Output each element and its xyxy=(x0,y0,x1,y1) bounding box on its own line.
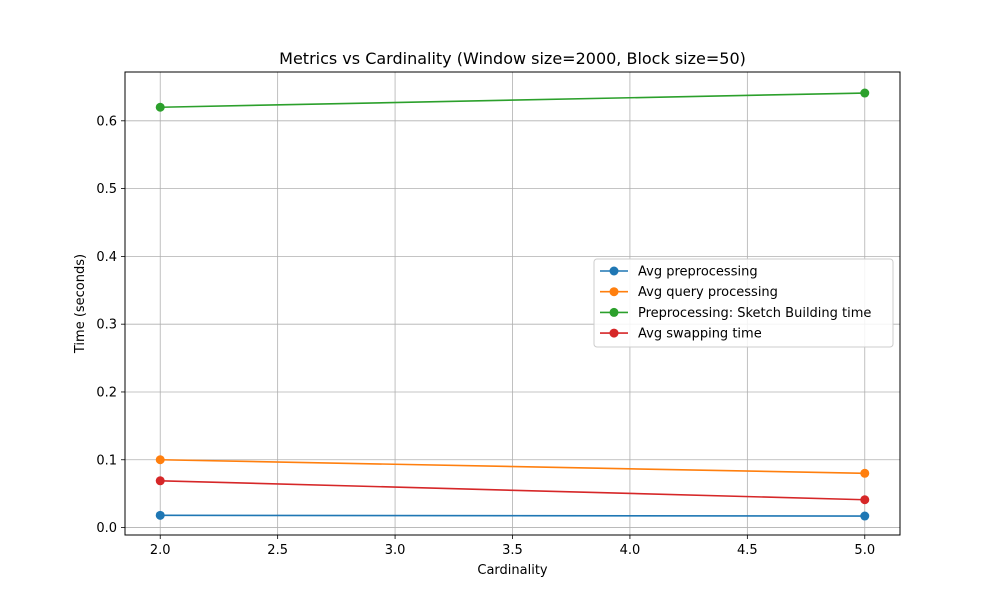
y-tick-label: 0.5 xyxy=(96,182,117,197)
chart-title: Metrics vs Cardinality (Window size=2000… xyxy=(279,49,746,68)
legend-label: Avg preprocessing xyxy=(638,265,758,280)
series-line xyxy=(160,458,865,475)
x-axis-label: Cardinality xyxy=(477,563,548,578)
y-tick-label: 0.3 xyxy=(96,318,117,333)
data-point xyxy=(155,102,165,112)
legend-label: Avg query processing xyxy=(638,285,778,300)
series-layer xyxy=(155,88,870,521)
data-point xyxy=(155,510,165,520)
legend-marker xyxy=(609,328,619,338)
legend: Avg preprocessing Avg query processing Pre… xyxy=(593,258,894,348)
y-tick-label: 0.6 xyxy=(96,114,117,129)
legend-label: Preprocessing: Sketch Building time xyxy=(638,306,871,321)
legend-marker xyxy=(609,287,619,297)
y-axis-label: Time (seconds) xyxy=(73,254,88,354)
series-line xyxy=(160,92,865,109)
data-point xyxy=(860,495,870,505)
x-tick-label: 3.5 xyxy=(502,543,523,558)
y-tick-label: 0.0 xyxy=(96,521,117,536)
data-point xyxy=(860,88,870,98)
data-point xyxy=(860,511,870,521)
x-tick-label: 3.0 xyxy=(385,543,406,558)
x-tick-label: 4.5 xyxy=(737,543,758,558)
y-tick-label: 0.1 xyxy=(96,453,117,468)
legend-marker xyxy=(609,266,619,276)
y-tick-label: 0.2 xyxy=(96,385,117,400)
x-tick-label: 2.0 xyxy=(150,543,171,558)
data-point xyxy=(860,468,870,478)
data-point xyxy=(155,455,165,465)
x-tick-label: 4.0 xyxy=(620,543,641,558)
legend-label: Avg swapping time xyxy=(638,327,762,342)
legend-marker xyxy=(609,307,619,317)
data-point xyxy=(155,476,165,486)
series-line xyxy=(160,514,865,517)
y-tick-label: 0.4 xyxy=(96,250,117,265)
x-tick-label: 5.0 xyxy=(854,543,875,558)
x-tick-label: 2.5 xyxy=(267,543,288,558)
legend-box xyxy=(593,258,894,348)
series-line xyxy=(160,479,865,501)
axis-ticks: 2.0 2.5 3.0 3.5 4.0 4.5 5.0 0.0 0.1 0.2 0.3 0.4 0.5 0… xyxy=(96,114,875,558)
